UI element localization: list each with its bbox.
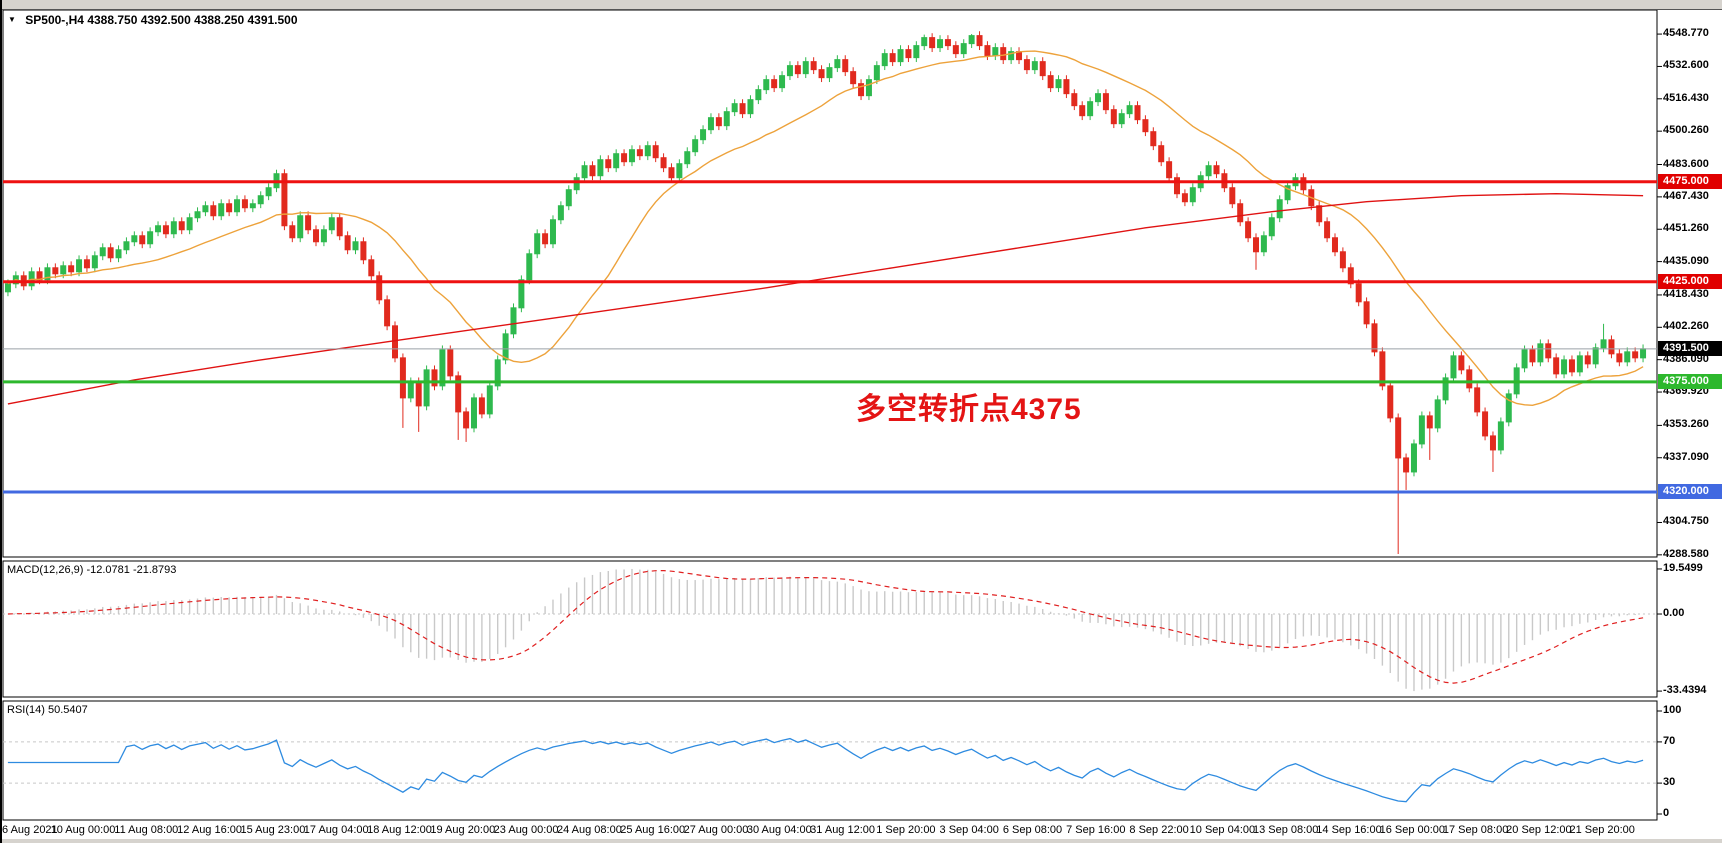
rsi-level-lines <box>3 741 1657 784</box>
macd-axis-label: -33.4394 <box>1663 684 1707 697</box>
price-line-badge: 4320.000 <box>1658 484 1722 500</box>
window-top-strip <box>0 0 1722 10</box>
price-tick-label: 4516.430 <box>1663 91 1709 104</box>
price-tick-label: 4532.600 <box>1663 59 1709 72</box>
time-label: 13 Sep 08:00 <box>1252 824 1319 836</box>
horizontal-lines <box>3 180 1657 494</box>
time-label: 17 Sep 08:00 <box>1442 824 1509 836</box>
rsi-axis-label: 30 <box>1663 776 1676 789</box>
time-label: 16 Sep 00:00 <box>1379 824 1446 836</box>
time-label: 25 Aug 16:00 <box>620 824 686 836</box>
rsi-line <box>7 737 1644 803</box>
axis-tick-marks <box>1657 33 1662 815</box>
price-tick-label: 4500.260 <box>1663 124 1709 137</box>
candles <box>4 31 1647 554</box>
time-label: 18 Aug 12:00 <box>367 824 432 836</box>
panel-frames <box>2 9 1658 821</box>
price-tick-label: 4451.260 <box>1663 222 1709 235</box>
time-label: 15 Aug 23:00 <box>240 824 306 836</box>
time-label: 23 Aug 00:00 <box>493 824 559 836</box>
price-tick-label: 4288.580 <box>1663 547 1709 560</box>
ma-slow-line <box>7 192 1644 405</box>
time-label: 3 Sep 04:00 <box>939 824 999 836</box>
price-tick-label: 4337.090 <box>1663 450 1709 463</box>
macd-signal-line <box>7 569 1644 684</box>
time-label: 31 Aug 12:00 <box>810 824 876 836</box>
ohlc-values: 4388.750 4392.500 4388.250 4391.500 <box>87 13 298 27</box>
macd-indicator-label: MACD(12,26,9) -12.0781 -21.8793 <box>7 564 177 576</box>
window-left-border <box>0 0 2 843</box>
price-tick-label: 4548.770 <box>1663 27 1709 40</box>
time-label: 8 Sep 22:00 <box>1129 824 1189 836</box>
window-bottom-strip <box>0 839 1722 843</box>
time-label: 11 Aug 08:00 <box>114 824 179 836</box>
time-label: 10 Aug 00:00 <box>50 824 116 836</box>
macd-axis-label: 19.5499 <box>1663 561 1703 574</box>
price-line-badge: 4375.000 <box>1658 374 1722 390</box>
price-tick-label: 4402.260 <box>1663 320 1709 333</box>
time-label: 12 Aug 16:00 <box>177 824 243 836</box>
price-tick-label: 4483.600 <box>1663 157 1709 170</box>
price-line-badge: 4475.000 <box>1658 174 1722 190</box>
time-label: 14 Sep 16:00 <box>1316 824 1382 836</box>
time-label: 10 Sep 04:00 <box>1189 824 1256 836</box>
chart-text-annotation: 多空转折点4375 <box>856 393 1082 426</box>
time-label: 6 Aug 2021 <box>2 824 58 836</box>
rsi-axis-label: 0 <box>1663 807 1670 819</box>
rsi-axis-label: 70 <box>1663 734 1676 747</box>
time-label: 21 Sep 20:00 <box>1569 824 1635 836</box>
time-label: 27 Aug 00:00 <box>683 824 749 836</box>
time-label: 24 Aug 08:00 <box>556 824 622 836</box>
rsi-axis-label: 100 <box>1663 704 1682 716</box>
price-tick-label: 4435.090 <box>1663 254 1709 267</box>
symbol-dropdown-icon[interactable]: ▼ <box>8 15 16 24</box>
time-label: 19 Aug 20:00 <box>430 824 496 836</box>
ma-fast-line <box>7 50 1644 407</box>
price-tick-label: 4418.430 <box>1663 287 1709 300</box>
symbol-timeframe: SP500-,H4 <box>25 13 84 27</box>
time-label: 6 Sep 08:00 <box>1002 824 1063 836</box>
macd-histogram <box>15 568 1644 692</box>
time-label: 30 Aug 04:00 <box>746 824 812 836</box>
price-tick-label: 4353.260 <box>1663 418 1709 431</box>
price-tick-label: 4467.430 <box>1663 189 1709 202</box>
chart-title: ▼ SP500-,H4 4388.750 4392.500 4388.250 4… <box>8 13 298 27</box>
time-label: 20 Sep 12:00 <box>1506 824 1572 836</box>
price-line-badge: 4391.500 <box>1658 341 1722 357</box>
time-label: 7 Sep 16:00 <box>1066 824 1126 836</box>
price-line-badge: 4425.000 <box>1658 274 1722 290</box>
time-label: 1 Sep 20:00 <box>876 824 936 836</box>
rsi-indicator-label: RSI(14) 50.5407 <box>7 704 88 716</box>
time-label: 17 Aug 04:00 <box>303 824 369 836</box>
macd-axis-label: 0.00 <box>1663 607 1685 620</box>
price-tick-label: 4304.750 <box>1663 515 1709 528</box>
